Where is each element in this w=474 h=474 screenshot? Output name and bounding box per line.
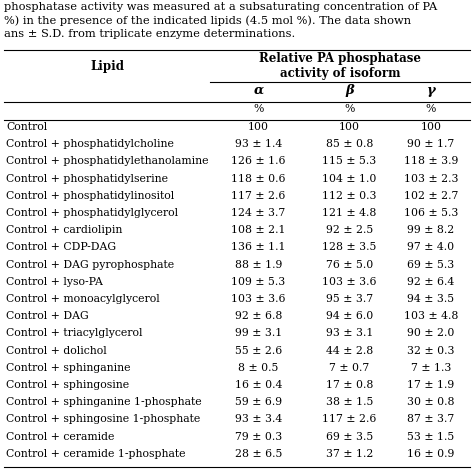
Text: 55 ± 2.6: 55 ± 2.6 [235,346,282,356]
Text: Control + phosphatidylserine: Control + phosphatidylserine [6,173,168,183]
Text: 109 ± 5.3: 109 ± 5.3 [231,277,286,287]
Text: 90 ± 2.0: 90 ± 2.0 [407,328,455,338]
Text: 118 ± 0.6: 118 ± 0.6 [231,173,286,183]
Text: Control + phosphatidylcholine: Control + phosphatidylcholine [6,139,174,149]
Text: 28 ± 6.5: 28 ± 6.5 [235,449,282,459]
Text: Control + ceramide: Control + ceramide [6,432,114,442]
Text: Control + sphingosine 1-phosphate: Control + sphingosine 1-phosphate [6,414,200,424]
Text: 37 ± 1.2: 37 ± 1.2 [326,449,373,459]
Text: 7 ± 0.7: 7 ± 0.7 [329,363,370,373]
Text: 95 ± 3.7: 95 ± 3.7 [326,294,373,304]
Text: Control + CDP-DAG: Control + CDP-DAG [6,242,116,252]
Text: 99 ± 3.1: 99 ± 3.1 [235,328,282,338]
Text: 103 ± 3.6: 103 ± 3.6 [231,294,286,304]
Text: 38 ± 1.5: 38 ± 1.5 [326,397,373,407]
Text: 108 ± 2.1: 108 ± 2.1 [231,225,286,235]
Text: Lipid: Lipid [90,60,124,73]
Text: 128 ± 3.5: 128 ± 3.5 [322,242,377,252]
Text: 93 ± 1.4: 93 ± 1.4 [235,139,282,149]
Text: %: % [253,104,264,114]
Text: Control + phosphatidylinositol: Control + phosphatidylinositol [6,191,174,201]
Text: 126 ± 1.6: 126 ± 1.6 [231,156,286,166]
Text: 117 ± 2.6: 117 ± 2.6 [231,191,286,201]
Text: Control + monoacylglycerol: Control + monoacylglycerol [6,294,160,304]
Text: 121 ± 4.8: 121 ± 4.8 [322,208,377,218]
Text: 118 ± 3.9: 118 ± 3.9 [404,156,458,166]
Text: 117 ± 2.6: 117 ± 2.6 [322,414,377,424]
Text: 92 ± 6.4: 92 ± 6.4 [407,277,455,287]
Text: 102 ± 2.7: 102 ± 2.7 [404,191,458,201]
Text: 106 ± 5.3: 106 ± 5.3 [404,208,458,218]
Text: 88 ± 1.9: 88 ± 1.9 [235,260,282,270]
Text: 32 ± 0.3: 32 ± 0.3 [407,346,455,356]
Text: 124 ± 3.7: 124 ± 3.7 [231,208,286,218]
Text: 112 ± 0.3: 112 ± 0.3 [322,191,377,201]
Text: Control + sphinganine: Control + sphinganine [6,363,130,373]
Text: 103 ± 2.3: 103 ± 2.3 [404,173,458,183]
Text: 100: 100 [248,122,269,132]
Text: 99 ± 8.2: 99 ± 8.2 [407,225,455,235]
Text: Control + ceramide 1-phosphate: Control + ceramide 1-phosphate [6,449,185,459]
Text: 97 ± 4.0: 97 ± 4.0 [408,242,455,252]
Text: γ: γ [427,84,436,97]
Text: β: β [345,84,354,97]
Text: phosphatase activity was measured at a subsaturating concentration of PA
%) in t: phosphatase activity was measured at a s… [4,2,437,39]
Text: 100: 100 [420,122,441,132]
Text: Control + phosphatidylglycerol: Control + phosphatidylglycerol [6,208,178,218]
Text: Control + DAG: Control + DAG [6,311,89,321]
Text: 104 ± 1.0: 104 ± 1.0 [322,173,377,183]
Text: 17 ± 1.9: 17 ± 1.9 [407,380,455,390]
Text: 93 ± 3.4: 93 ± 3.4 [235,414,282,424]
Text: Control + sphingosine: Control + sphingosine [6,380,129,390]
Text: 17 ± 0.8: 17 ± 0.8 [326,380,373,390]
Text: 90 ± 1.7: 90 ± 1.7 [407,139,455,149]
Text: 92 ± 2.5: 92 ± 2.5 [326,225,373,235]
Text: 53 ± 1.5: 53 ± 1.5 [407,432,455,442]
Text: %: % [344,104,355,114]
Text: 87 ± 3.7: 87 ± 3.7 [407,414,455,424]
Text: 85 ± 0.8: 85 ± 0.8 [326,139,373,149]
Text: 93 ± 3.1: 93 ± 3.1 [326,328,373,338]
Text: 94 ± 6.0: 94 ± 6.0 [326,311,373,321]
Text: 115 ± 5.3: 115 ± 5.3 [322,156,377,166]
Text: 94 ± 3.5: 94 ± 3.5 [408,294,455,304]
Text: Relative PA phosphatase
activity of isoform: Relative PA phosphatase activity of isof… [259,52,421,80]
Text: 7 ± 1.3: 7 ± 1.3 [411,363,451,373]
Text: 59 ± 6.9: 59 ± 6.9 [235,397,282,407]
Text: Control + sphinganine 1-phosphate: Control + sphinganine 1-phosphate [6,397,201,407]
Text: 136 ± 1.1: 136 ± 1.1 [231,242,286,252]
Text: 69 ± 5.3: 69 ± 5.3 [407,260,455,270]
Text: 69 ± 3.5: 69 ± 3.5 [326,432,373,442]
Text: Control + cardiolipin: Control + cardiolipin [6,225,122,235]
Text: Control: Control [6,122,47,132]
Text: 103 ± 3.6: 103 ± 3.6 [322,277,377,287]
Text: 100: 100 [339,122,360,132]
Text: Control + DAG pyrophosphate: Control + DAG pyrophosphate [6,260,174,270]
Text: 79 ± 0.3: 79 ± 0.3 [235,432,282,442]
Text: Control + lyso-PA: Control + lyso-PA [6,277,103,287]
Text: 76 ± 5.0: 76 ± 5.0 [326,260,373,270]
Text: %: % [426,104,436,114]
Text: 30 ± 0.8: 30 ± 0.8 [407,397,455,407]
Text: 8 ± 0.5: 8 ± 0.5 [238,363,279,373]
Text: 16 ± 0.9: 16 ± 0.9 [407,449,455,459]
Text: 44 ± 2.8: 44 ± 2.8 [326,346,373,356]
Text: 92 ± 6.8: 92 ± 6.8 [235,311,282,321]
Text: Control + triacylglycerol: Control + triacylglycerol [6,328,143,338]
Text: α: α [254,84,264,97]
Text: Control + phosphatidylethanolamine: Control + phosphatidylethanolamine [6,156,209,166]
Text: 16 ± 0.4: 16 ± 0.4 [235,380,282,390]
Text: Control + dolichol: Control + dolichol [6,346,107,356]
Text: 103 ± 4.8: 103 ± 4.8 [404,311,458,321]
